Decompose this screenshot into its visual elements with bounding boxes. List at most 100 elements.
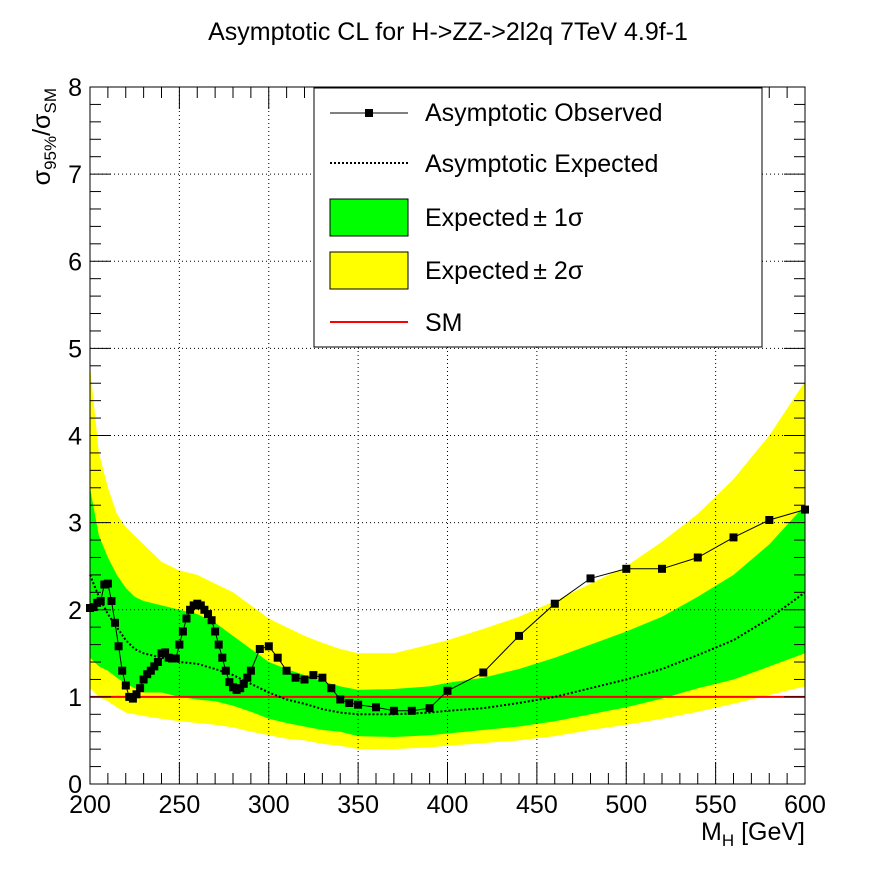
y-tick-label: 7 (68, 161, 82, 189)
legend-band2-text: Expected (425, 257, 529, 285)
observed-point (246, 666, 255, 675)
observed-point (182, 614, 191, 623)
observed-point (196, 601, 205, 610)
legend: Asymptotic Observed Asymptotic Expected … (313, 87, 763, 348)
y-tick-label: 2 (68, 597, 82, 625)
legend-sm-label: SM (425, 309, 463, 337)
observed-point (236, 684, 245, 693)
observed-point (443, 686, 452, 695)
observed-point (765, 516, 774, 524)
observed-point (327, 684, 336, 693)
y-axis-label-sigma1: σ (28, 169, 56, 185)
observed-point (515, 631, 523, 640)
observed-point (318, 673, 327, 682)
observed-point (200, 605, 209, 614)
x-axis-label-rest: [GeV] (734, 818, 805, 846)
legend-observed-label: Asymptotic Observed (425, 99, 663, 127)
y-tick-label: 6 (68, 248, 82, 276)
observed-point (282, 666, 291, 675)
observed-point (345, 699, 354, 707)
observed-point (150, 662, 159, 671)
observed-point (264, 642, 273, 651)
y-axis-label-slash: / (28, 129, 56, 136)
observed-point (586, 574, 595, 583)
x-tick-label: 350 (337, 791, 379, 819)
x-axis-label-sub: H (722, 831, 734, 850)
x-axis-label-main: M (701, 818, 722, 846)
observed-point (273, 653, 282, 662)
observed-point (114, 642, 123, 651)
legend-band1-swatch (329, 198, 409, 237)
x-tick-label: 500 (605, 791, 647, 819)
x-tick-label: 250 (159, 791, 201, 819)
observed-point (121, 681, 130, 690)
observed-point (111, 618, 119, 627)
y-tick-label: 1 (68, 684, 82, 712)
legend-band2-pm: ± 2σ (533, 257, 584, 285)
observed-point (211, 627, 220, 636)
axis-layer: 200 250 300 350 400 450 500 550 600 0 1 2 3 4 5 6 7 8 (68, 74, 826, 819)
observed-point (128, 694, 137, 703)
observed-point (255, 645, 264, 653)
legend-expected-label: Asymptotic Expected (425, 150, 658, 178)
y-tick-label: 0 (68, 771, 82, 799)
observed-point (146, 666, 155, 675)
observed-point (225, 678, 234, 687)
observed-point (550, 599, 559, 608)
legend-entry-band1: Expected ± 1σ (329, 198, 584, 237)
observed-point (425, 704, 434, 713)
legend-band2-label: Expected ± 2σ (425, 257, 584, 285)
observed-point (218, 653, 227, 662)
legend-observed-marker (365, 109, 373, 117)
observed-point (171, 654, 180, 663)
observed-point (161, 648, 170, 657)
legend-entry-expected: Asymptotic Expected (330, 150, 658, 178)
y-tick-label: 5 (68, 335, 82, 363)
observed-point (175, 640, 184, 649)
observed-line-layer (86, 505, 809, 715)
y-axis-label: σ95%/σSM (28, 88, 60, 185)
observed-point (118, 666, 127, 675)
observed-point (729, 533, 738, 542)
chart-title: Asymptotic CL for H->ZZ->2l2q 7TeV 4.9f-… (208, 18, 688, 46)
observed-point (622, 564, 631, 573)
expected-line (89, 574, 806, 716)
observed-point (186, 605, 195, 614)
observed-point (479, 668, 488, 677)
legend-entry-sm: SM (330, 309, 463, 337)
band-1sigma-layer (90, 487, 805, 737)
x-axis-label: MH [GeV] (701, 818, 805, 850)
observed-point (214, 640, 223, 649)
observed-point (300, 675, 309, 684)
observed-point (693, 553, 702, 562)
observed-point (207, 616, 216, 625)
observed-point (336, 695, 345, 704)
observed-point (107, 597, 116, 605)
y-tick-label: 8 (68, 74, 82, 102)
observed-point (243, 673, 252, 682)
y-axis-label-sub2: SM (41, 88, 60, 114)
x-tick-label: 400 (427, 791, 469, 819)
x-tick-label: 550 (695, 791, 737, 819)
observed-point (132, 690, 141, 699)
x-tick-label: 450 (516, 791, 558, 819)
observed-point (239, 679, 248, 688)
observed-point (291, 673, 300, 682)
y-axis-label-sigma2: σ (28, 113, 56, 129)
observed-point (136, 684, 145, 693)
legend-band2-swatch (329, 251, 409, 290)
y-tick-label: 3 (68, 510, 82, 538)
observed-point (354, 700, 363, 709)
legend-band1-label: Expected ± 1σ (425, 204, 584, 232)
x-tick-label: 600 (784, 791, 826, 819)
y-axis-label-sub1: 95% (41, 136, 60, 170)
x-tick-label: 300 (248, 791, 290, 819)
observed-point (221, 666, 230, 675)
y-tick-label: 4 (68, 423, 82, 451)
observed-point (103, 579, 112, 588)
observed-point (658, 564, 666, 573)
legend-band1-pm: ± 1σ (533, 204, 584, 232)
observed-point (372, 703, 380, 712)
observed-point (153, 658, 162, 666)
